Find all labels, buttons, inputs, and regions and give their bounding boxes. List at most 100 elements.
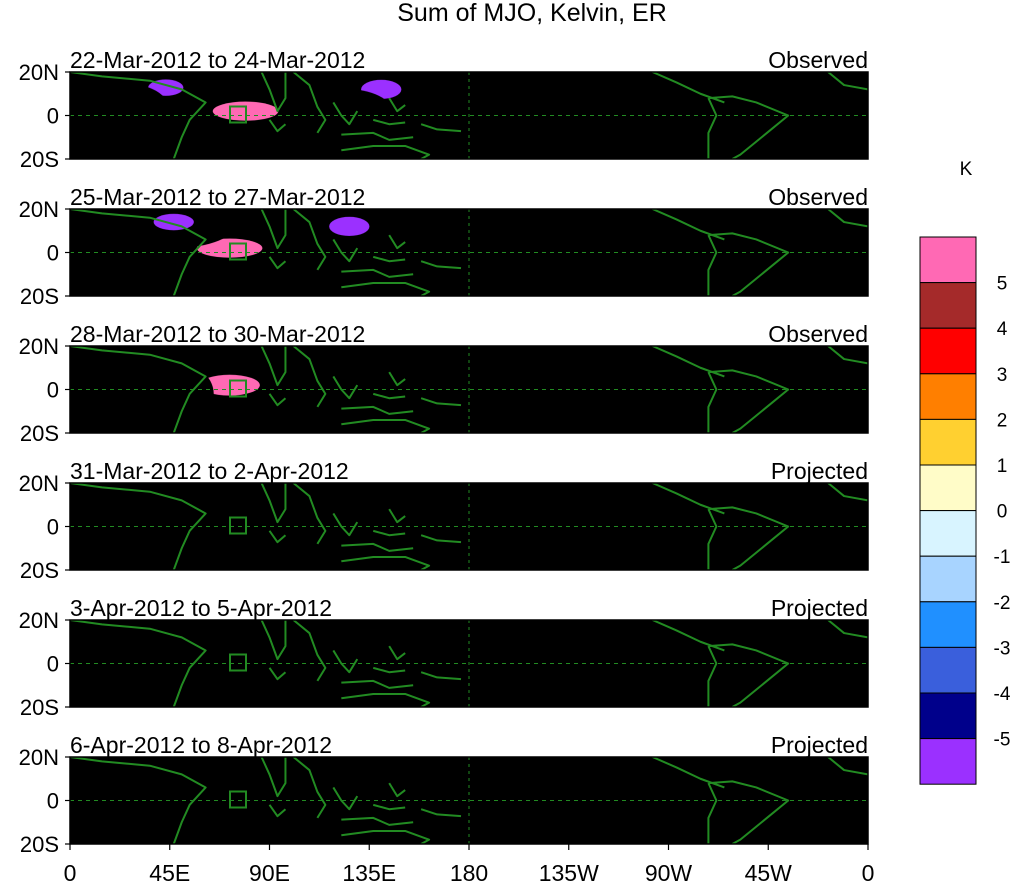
anomaly-contour bbox=[610, 262, 647, 287]
lat-label: 0 bbox=[47, 652, 59, 677]
panel-status: Projected bbox=[771, 595, 868, 621]
reference-box bbox=[229, 653, 247, 672]
anomaly-contour bbox=[682, 527, 719, 552]
lon-label: 90W bbox=[645, 860, 693, 886]
reference-box bbox=[229, 790, 247, 809]
anomaly-contour bbox=[306, 765, 345, 793]
anomaly-contour bbox=[407, 379, 452, 408]
reference-box bbox=[229, 379, 247, 398]
colorbar-swatch bbox=[919, 464, 977, 512]
lat-label: 0 bbox=[47, 515, 59, 540]
anomaly-contour bbox=[153, 213, 195, 231]
anomaly-contour bbox=[264, 484, 322, 517]
anomaly-contour bbox=[788, 126, 820, 148]
anomaly-contour bbox=[364, 552, 415, 570]
lat-label: 0 bbox=[47, 378, 59, 403]
anomaly-contour bbox=[706, 770, 758, 796]
panel-6: 6-Apr-2012 to 8-Apr-2012 Projected 20N 0 20S bbox=[19, 732, 869, 857]
colorbar-swatch bbox=[919, 418, 977, 466]
anomaly-contour bbox=[740, 548, 772, 566]
anomaly-contour bbox=[468, 406, 502, 425]
anomaly-contour bbox=[729, 359, 767, 385]
colorbar-tick-label: -5 bbox=[994, 730, 1011, 751]
lon-label: 45E bbox=[149, 860, 190, 886]
colorbar-tick-label: -4 bbox=[994, 684, 1011, 705]
anomaly-contour bbox=[593, 217, 633, 236]
panel-status: Observed bbox=[768, 321, 868, 347]
anomaly-contour bbox=[769, 488, 807, 513]
anomaly-contour bbox=[452, 782, 566, 827]
colorbar-tick-label: 3 bbox=[997, 365, 1008, 386]
lat-label: 20N bbox=[19, 608, 59, 633]
panel-1: 22-Mar-2012 to 24-Mar-2012 Observed 20N 0 20… bbox=[19, 47, 869, 172]
lon-label: 45W bbox=[745, 860, 793, 886]
colorbar-swatch bbox=[919, 373, 977, 420]
colorbar-tick-label: 5 bbox=[997, 274, 1008, 295]
coastlines bbox=[70, 209, 868, 296]
anomaly-contour bbox=[505, 355, 545, 381]
anomaly-contour bbox=[294, 406, 357, 425]
panel-2: 25-Mar-2012 to 27-Mar-2012 Observed 20N 0 20… bbox=[19, 184, 869, 309]
anomaly-contour bbox=[437, 758, 485, 791]
colorbar-swatch bbox=[919, 327, 977, 375]
anomaly-contour bbox=[404, 272, 454, 294]
coastlines bbox=[70, 346, 868, 433]
anomaly-contour bbox=[360, 789, 418, 821]
anomaly-contour bbox=[337, 347, 394, 366]
panel-4: 31-Mar-2012 to 2-Apr-2012 Projected 20N 0 20… bbox=[19, 458, 869, 583]
anomaly-contour bbox=[399, 662, 444, 691]
anomaly-contour bbox=[118, 106, 150, 134]
lon-label: 0 bbox=[64, 860, 77, 886]
panel-date-range: 25-Mar-2012 to 27-Mar-2012 bbox=[70, 184, 365, 210]
anomaly-contour bbox=[628, 628, 709, 682]
anomaly-contour bbox=[531, 763, 599, 795]
lat-label: 20S bbox=[20, 695, 59, 720]
anomaly-contour bbox=[609, 820, 648, 842]
anomaly-contour bbox=[260, 136, 295, 156]
panel-5: 3-Apr-2012 to 5-Apr-2012 Projected 20N 0 20S bbox=[19, 595, 869, 720]
anomaly-contour bbox=[261, 641, 358, 695]
lon-label: 135W bbox=[539, 860, 599, 886]
anomaly-contour bbox=[452, 101, 566, 139]
lat-label: 20N bbox=[19, 334, 59, 359]
panel-status: Projected bbox=[771, 732, 868, 758]
lat-label: 20N bbox=[19, 471, 59, 496]
panel-status: Projected bbox=[771, 458, 868, 484]
colorbar-tick-label: -2 bbox=[994, 593, 1011, 614]
lat-label: 20S bbox=[20, 558, 59, 583]
anomaly-contour bbox=[327, 105, 372, 134]
colorbar-units: K bbox=[960, 159, 973, 180]
panel-date-range: 28-Mar-2012 to 30-Mar-2012 bbox=[70, 321, 365, 347]
anomaly-contour bbox=[131, 519, 169, 552]
anomaly-contour bbox=[832, 377, 856, 410]
anomaly-contour bbox=[748, 405, 780, 426]
panel-status: Observed bbox=[768, 184, 868, 210]
colorbar: 5 4 3 2 1 0 -1 -2 -3 -4 -5 bbox=[919, 236, 1011, 785]
anomaly-contour bbox=[582, 88, 611, 108]
anomaly-contour bbox=[734, 253, 763, 278]
lat-label: 20N bbox=[19, 60, 59, 85]
lat-label: 20N bbox=[19, 745, 59, 770]
anomaly-contour bbox=[542, 405, 587, 426]
colorbar-tick-label: 1 bbox=[997, 456, 1008, 477]
anomaly-contour bbox=[710, 136, 739, 156]
coastlines bbox=[70, 620, 868, 707]
lat-label: 20N bbox=[19, 197, 59, 222]
anomaly-field bbox=[70, 757, 868, 844]
lat-label: 0 bbox=[47, 241, 59, 266]
anomaly-contour bbox=[788, 665, 836, 697]
colorbar-swatch bbox=[919, 738, 977, 785]
colorbar-tick-label: 2 bbox=[997, 410, 1008, 431]
lon-label: 180 bbox=[450, 860, 488, 886]
coastlines bbox=[70, 72, 868, 159]
anomaly-contour bbox=[799, 354, 825, 373]
panel-date-range: 3-Apr-2012 to 5-Apr-2012 bbox=[70, 595, 332, 621]
anomaly-contour bbox=[670, 227, 715, 252]
colorbar-tick-label: 4 bbox=[997, 319, 1008, 340]
colorbar-tick-label: -1 bbox=[994, 547, 1011, 568]
colorbar-swatch bbox=[919, 692, 977, 740]
anomaly-contour bbox=[546, 536, 584, 561]
panel-date-range: 22-Mar-2012 to 24-Mar-2012 bbox=[70, 47, 365, 73]
panel-date-range: 31-Mar-2012 to 2-Apr-2012 bbox=[70, 458, 349, 484]
panel-date-range: 6-Apr-2012 to 8-Apr-2012 bbox=[70, 732, 332, 758]
